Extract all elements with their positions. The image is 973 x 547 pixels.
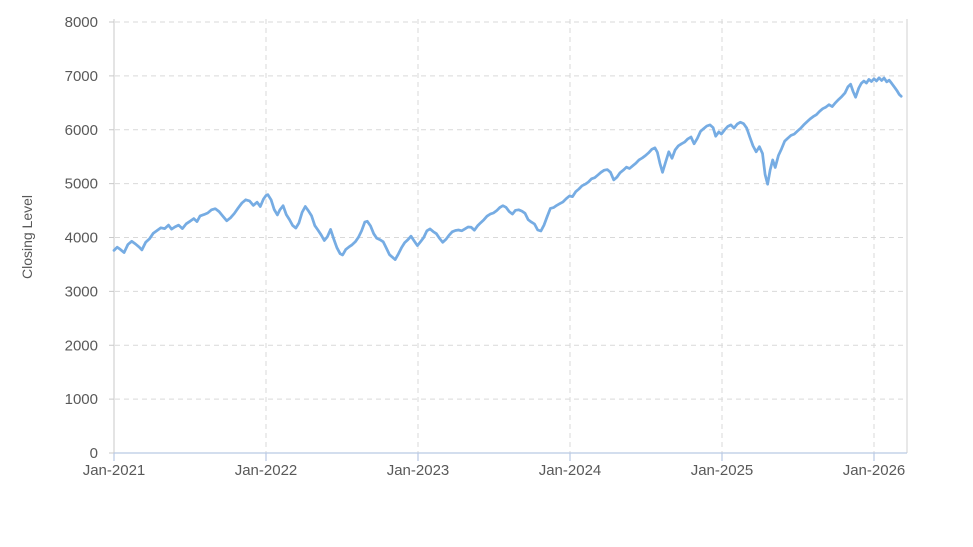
x-tick-label: Jan-2024	[539, 462, 602, 479]
y-tick-label: 6000	[65, 122, 98, 139]
y-tick-label: 4000	[65, 230, 98, 247]
y-tick-label: 2000	[65, 337, 98, 354]
x-tick-label: Jan-2023	[387, 462, 450, 479]
y-axis-title: Closing Level	[19, 195, 35, 279]
tick-labels: 0 1000 2000 3000 4000 5000 6000 7000 8000 Jan-202…	[65, 14, 906, 479]
y-tick-label: 5000	[65, 176, 98, 193]
y-tick-label: 0	[90, 445, 98, 462]
x-tick-label: Jan-2021	[83, 462, 146, 479]
gridlines	[115, 19, 907, 453]
x-tick-label: Jan-2026	[843, 462, 906, 479]
x-tick-label: Jan-2025	[691, 462, 754, 479]
y-tick-label: 1000	[65, 391, 98, 408]
series-line	[112, 76, 903, 261]
axes	[109, 19, 908, 461]
series-path	[112, 76, 903, 261]
y-tick-label: 8000	[65, 14, 98, 31]
y-tick-label: 7000	[65, 68, 98, 85]
x-tick-label: Jan-2022	[235, 462, 298, 479]
y-tick-label: 3000	[65, 283, 98, 300]
